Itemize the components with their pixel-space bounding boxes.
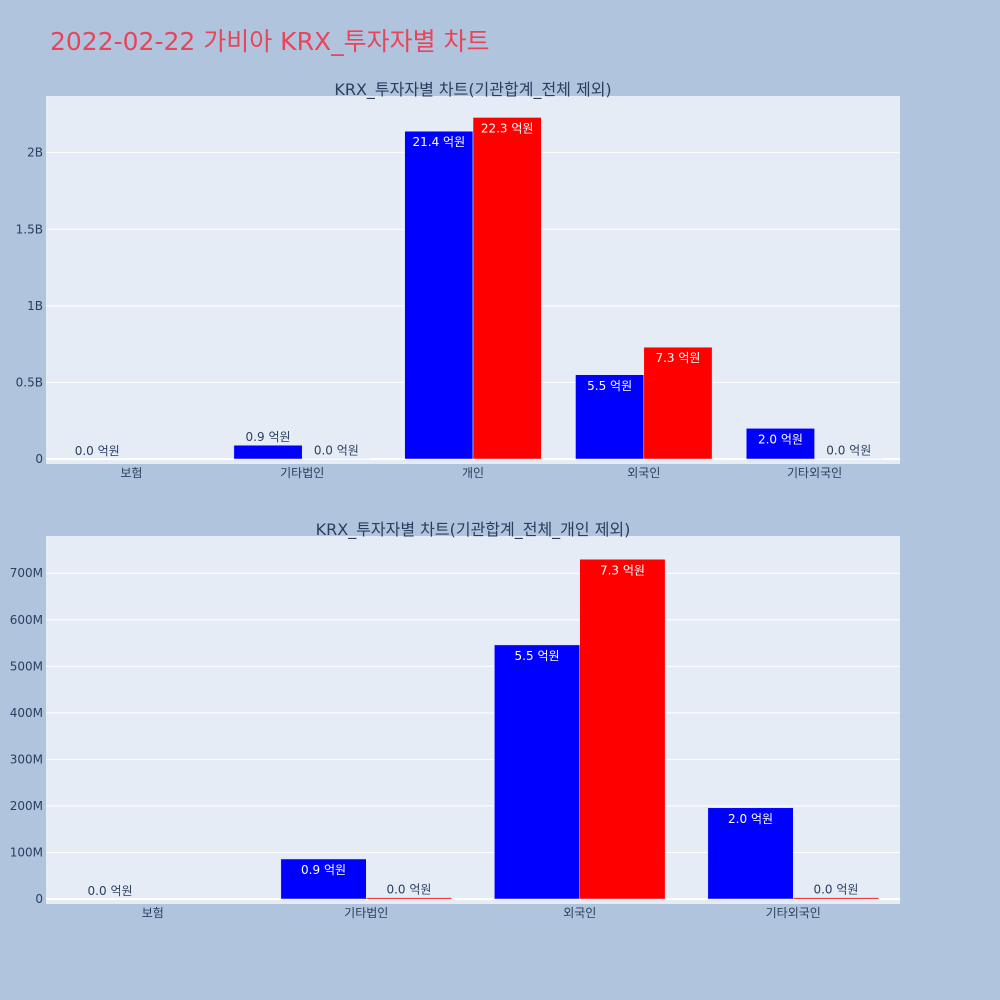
y-tick-label: 0 <box>35 452 43 466</box>
y-tick-label: 400M <box>10 706 43 720</box>
bar <box>494 644 581 900</box>
bar-label: 5.5 억원 <box>587 379 632 393</box>
bar <box>472 117 542 460</box>
bar-label: 0.0 억원 <box>88 884 133 898</box>
bar <box>707 807 794 900</box>
x-tick-label: 기타외국인 <box>766 906 821 920</box>
chart-subtitle: KRX_투자자별 차트(기관합계_전체 제외) <box>334 80 611 100</box>
bar <box>233 444 303 460</box>
bar-label: 2.0 억원 <box>728 812 773 826</box>
bar-label: 5.5 억원 <box>515 649 560 663</box>
bar <box>579 559 666 900</box>
bar <box>280 858 367 900</box>
chart-bottom: 0 100M 200M 300M 400M 500M 600M 700M KRX_투자자별 차트… <box>10 520 900 920</box>
y-tick-label: 1B <box>27 299 43 313</box>
bar-label: 0.0 억원 <box>826 444 871 458</box>
bar <box>643 346 713 460</box>
bar-label: 2.0 억원 <box>758 432 803 446</box>
bar <box>793 897 879 900</box>
y-tick-label: 100M <box>10 845 43 859</box>
y-tick-label: 2B <box>27 146 43 160</box>
bar-label: 0.0 억원 <box>813 883 858 897</box>
y-tick-label: 0.5B <box>16 375 43 389</box>
bar-label: 7.3 억원 <box>600 563 645 577</box>
x-tick-label: 기타외국인 <box>787 466 842 480</box>
y-tick-label: 1.5B <box>16 222 43 236</box>
y-tick-label: 600M <box>10 613 43 627</box>
bar-label: 0.9 억원 <box>246 430 291 444</box>
bar <box>746 428 815 460</box>
x-tick-label: 기타법인 <box>280 466 324 480</box>
x-tick-label: 개인 <box>462 466 484 480</box>
bar <box>575 374 645 460</box>
page-title: 2022-02-22 가비아 KRX_투자자별 차트 <box>50 27 490 56</box>
bar-label: 21.4 억원 <box>413 135 466 149</box>
bar <box>404 130 474 460</box>
bar-label: 0.0 억원 <box>75 444 120 458</box>
x-tick-label: 기타법인 <box>344 906 388 920</box>
bar-label: 7.3 억원 <box>655 351 700 365</box>
bar <box>366 897 452 900</box>
chart-subtitle: KRX_투자자별 차트(기관합계_전체_개인 제외) <box>316 520 631 540</box>
bar-label: 0.0 억원 <box>314 444 359 458</box>
x-tick-label: 보험 <box>142 906 164 920</box>
bar-label: 0.9 억원 <box>301 863 346 877</box>
x-tick-label: 보험 <box>120 466 142 480</box>
y-tick-label: 0 <box>35 892 43 906</box>
bar-label: 0.0 억원 <box>386 883 431 897</box>
y-tick-label: 200M <box>10 799 43 813</box>
x-tick-label: 외국인 <box>627 466 660 480</box>
y-tick-label: 700M <box>10 566 43 580</box>
y-tick-label: 500M <box>10 659 43 673</box>
y-tick-label: 300M <box>10 752 43 766</box>
x-tick-label: 외국인 <box>563 906 596 920</box>
bar-label: 22.3 억원 <box>481 121 534 135</box>
